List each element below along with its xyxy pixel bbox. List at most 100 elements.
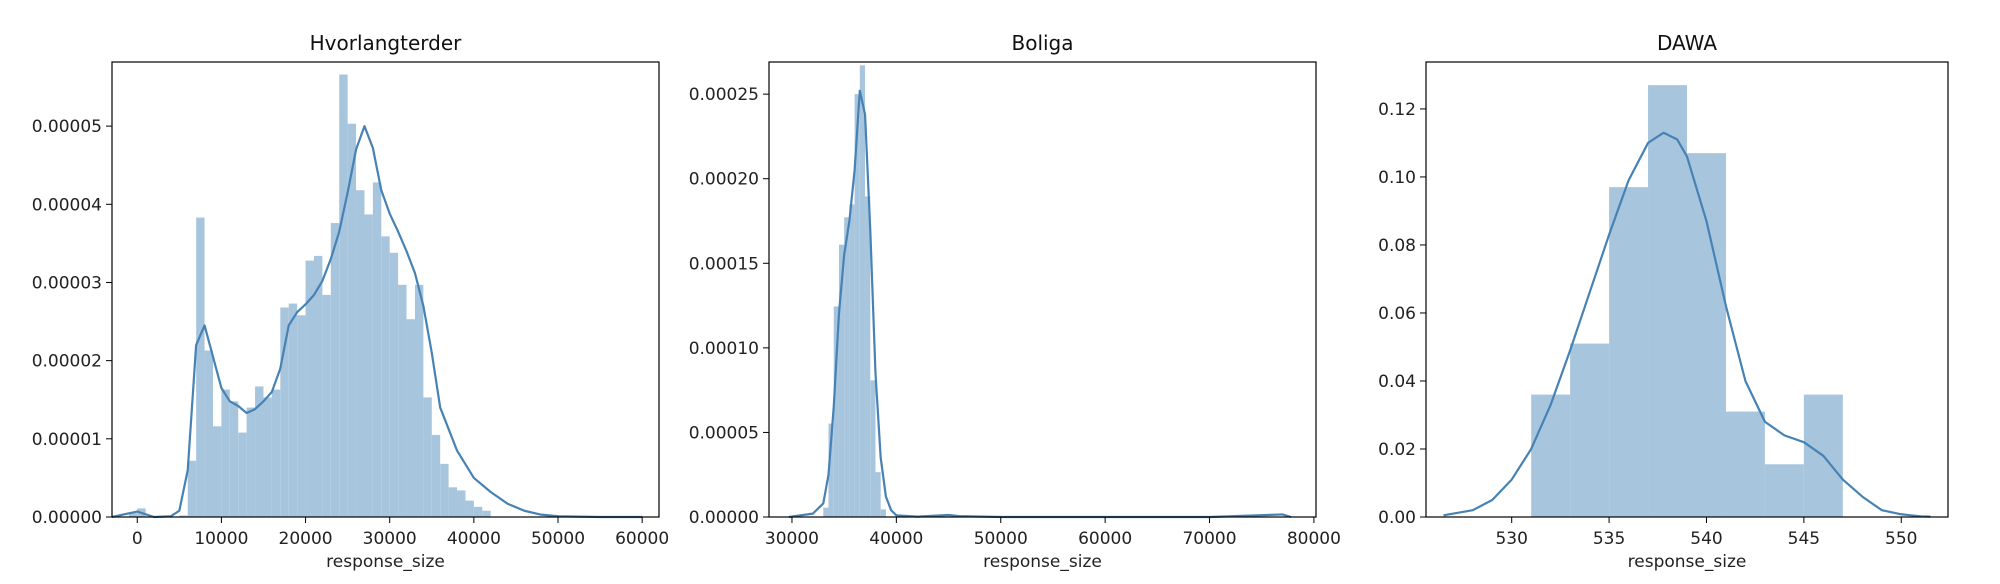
histogram-bar	[423, 397, 432, 517]
x-tick-label: 545	[1788, 529, 1820, 549]
x-tick-label: 10000	[194, 529, 248, 549]
y-tick-label: 0.00001	[32, 430, 102, 450]
y-tick-label: 0.00	[1378, 508, 1416, 528]
histogram-bar	[196, 217, 205, 517]
histogram-bar	[221, 389, 230, 517]
x-tick-label: 40000	[447, 529, 501, 549]
histogram-bar	[322, 294, 331, 517]
histogram-bar	[849, 204, 855, 518]
x-axis-label: response_size	[326, 552, 445, 572]
histogram-bar	[880, 509, 886, 517]
histogram-bar	[1531, 394, 1571, 517]
histogram-bar	[347, 123, 357, 517]
histogram-bar	[204, 350, 213, 517]
y-tick-label: 0.00025	[689, 85, 759, 105]
x-axis-label: response_size	[983, 552, 1102, 572]
histogram-bar	[280, 307, 289, 517]
histogram-bar	[339, 74, 348, 517]
axes-frame	[111, 61, 660, 518]
histogram-bar	[448, 487, 458, 517]
histogram-bar	[389, 252, 399, 517]
histogram-bar	[865, 196, 871, 517]
histogram-bar	[398, 284, 407, 517]
histogram-bar	[330, 223, 340, 518]
histogram-bar	[414, 284, 424, 517]
x-tick-label: 535	[1593, 529, 1625, 549]
panel-dawa: 530 535 540 545 550 0.00 0.02 0.04 0.06 0.08 0.10 0…	[1378, 31, 1949, 572]
x-tick-label: 40000	[869, 529, 923, 549]
panel-boliga: 30000 40000 50000 60000 70000 80000 0.00000 0.0…	[689, 31, 1341, 572]
x-tick-label: 50000	[974, 529, 1028, 549]
x-tick-label: 30000	[765, 529, 819, 549]
panel-hvorlangterder: 0 10000 20000 30000 40000 50000 60000 0.00000 0.…	[32, 31, 670, 572]
histogram-bar	[828, 423, 834, 517]
histogram-bar	[356, 190, 365, 517]
x-axis-label: response_size	[1628, 552, 1747, 572]
y-tick-label: 0.00005	[32, 117, 102, 137]
histogram-bar	[271, 389, 281, 517]
histogram-bar	[246, 407, 256, 517]
histogram-bar	[457, 490, 466, 517]
histogram-bar	[263, 397, 272, 517]
histogram-bar	[465, 500, 474, 517]
histogram-bar	[179, 515, 188, 517]
histogram-bar	[431, 434, 441, 517]
histogram-bar	[870, 380, 876, 517]
y-tick-label: 0.00004	[32, 195, 102, 215]
kde-line	[111, 125, 643, 519]
histogram-bar	[406, 319, 415, 517]
y-tick-label: 0.00015	[689, 254, 759, 274]
x-tick-label: 30000	[363, 529, 417, 549]
histogram-bar	[229, 401, 239, 517]
kde-line	[1443, 131, 1931, 518]
histogram-bar	[838, 244, 845, 517]
y-tick-label: 0.00020	[689, 170, 759, 190]
x-tick-label: 20000	[279, 529, 333, 549]
y-tick-label: 0.12	[1378, 100, 1416, 120]
histogram-bar	[859, 65, 866, 517]
x-tick-label: 70000	[1182, 529, 1236, 549]
histogram-bar	[482, 510, 491, 517]
y-tick-label: 0.00000	[689, 508, 759, 528]
panel-title: DAWA	[1657, 31, 1717, 55]
histogram-bar	[440, 463, 449, 517]
histogram-bar	[364, 214, 373, 517]
histogram-bar	[305, 260, 314, 517]
histogram-bar	[473, 506, 483, 517]
x-tick-label: 0	[132, 529, 143, 549]
y-tick-label: 0.00000	[32, 508, 102, 528]
histogram-bar	[1764, 464, 1804, 517]
histogram-bar	[854, 94, 860, 517]
y-tick-label: 0.00010	[689, 339, 759, 359]
histogram-bar	[238, 432, 247, 517]
x-tick-label: 80000	[1287, 529, 1341, 549]
y-tick-label: 0.04	[1378, 372, 1416, 392]
histogram-bar	[128, 513, 138, 517]
histogram-bar	[833, 306, 839, 517]
histogram-bar	[1725, 411, 1765, 517]
histogram-bar	[313, 255, 323, 517]
histogram-bar	[1687, 153, 1726, 517]
y-tick-label: 0.08	[1378, 236, 1416, 256]
histogram-bar	[255, 386, 264, 517]
y-tick-label: 0.06	[1378, 304, 1416, 324]
x-tick-label: 550	[1885, 529, 1917, 549]
panel-title: Boliga	[1011, 31, 1073, 55]
y-tick-label: 0.00003	[32, 273, 102, 293]
histogram-bar	[1648, 85, 1687, 518]
axes-frame	[1425, 61, 1949, 518]
histogram-bar	[823, 507, 829, 517]
panel-title: Hvorlangterder	[310, 31, 463, 55]
x-tick-label: 60000	[615, 529, 669, 549]
y-tick-label: 0.02	[1378, 440, 1416, 460]
histogram-bar	[372, 182, 382, 517]
x-tick-label: 530	[1495, 529, 1527, 549]
histogram-bar	[381, 236, 390, 517]
x-tick-label: 540	[1690, 529, 1722, 549]
histogram-bar	[297, 315, 306, 517]
histogram-bar	[288, 303, 298, 517]
y-tick-label: 0.10	[1378, 168, 1416, 188]
y-tick-label: 0.00002	[32, 352, 102, 372]
histogram-bar	[844, 217, 850, 517]
